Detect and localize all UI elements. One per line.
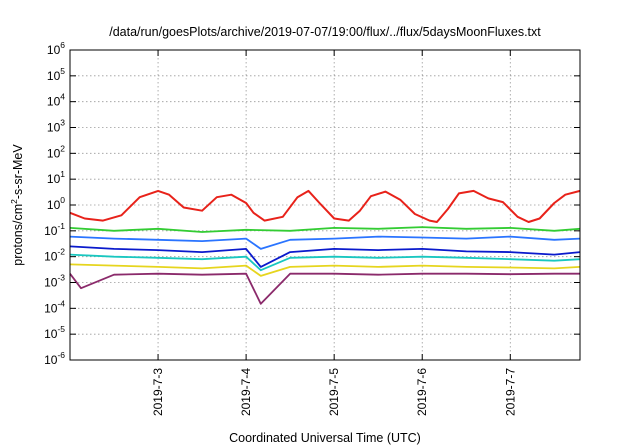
y-tick-label: 101 — [47, 169, 65, 186]
y-tick-label: 106 — [47, 40, 65, 57]
x-axis-label: Coordinated Universal Time (UTC) — [229, 431, 421, 445]
series-line — [69, 253, 581, 272]
y-tick-label: 10-5 — [44, 324, 65, 341]
x-tick-label: 2019-7-5 — [327, 368, 341, 416]
series-line — [69, 235, 581, 250]
y-tick-label: 100 — [47, 195, 65, 212]
series-line — [69, 272, 580, 305]
y-tick-label: 103 — [47, 118, 65, 135]
series-line — [69, 226, 581, 233]
x-axis: 2019-7-3 2019-7-4 2019-7-5 2019-7-6 2019-7-7 — [151, 50, 517, 416]
x-tick-label: 2019-7-7 — [503, 368, 517, 416]
y-axis: 10-6 10-5 10-4 10-3 10-2 10-1 100 101 102 103 104 1… — [44, 40, 580, 367]
series-line — [69, 263, 581, 277]
grid — [70, 50, 580, 360]
y-tick-label: 102 — [47, 143, 65, 160]
y-tick-label: 10-2 — [44, 247, 65, 264]
y-tick-label: 105 — [47, 66, 65, 83]
y-tick-label: 104 — [47, 92, 65, 109]
series-line — [69, 245, 581, 268]
x-tick-label: 2019-7-3 — [151, 368, 165, 416]
series-group — [69, 189, 581, 305]
series-line — [69, 189, 581, 223]
x-tick-label: 2019-7-6 — [415, 368, 429, 416]
y-tick-label: 10-4 — [44, 298, 65, 315]
x-tick-label: 2019-7-4 — [239, 368, 253, 416]
y-tick-label: 10-6 — [44, 350, 65, 367]
y-tick-label: 10-3 — [44, 273, 65, 290]
chart-title: /data/run/goesPlots/archive/2019-07-07/1… — [109, 25, 541, 39]
y-axis-label: protons/cm2-s-sr-MeV — [9, 144, 25, 266]
y-tick-label: 10-1 — [44, 221, 65, 238]
